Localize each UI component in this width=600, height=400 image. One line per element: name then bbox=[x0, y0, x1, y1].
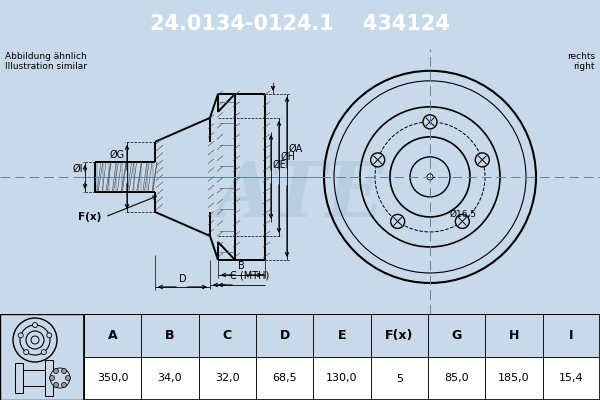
Circle shape bbox=[50, 368, 70, 388]
Circle shape bbox=[423, 115, 437, 129]
Circle shape bbox=[391, 214, 404, 228]
Circle shape bbox=[32, 322, 37, 328]
Text: 68,5: 68,5 bbox=[272, 374, 297, 384]
Text: H: H bbox=[509, 329, 519, 342]
Bar bbox=[84, 314, 142, 357]
Bar bbox=[84, 314, 600, 400]
Bar bbox=[199, 314, 256, 357]
Circle shape bbox=[455, 214, 469, 228]
Text: A: A bbox=[108, 329, 118, 342]
Text: F(x): F(x) bbox=[385, 329, 413, 342]
Bar bbox=[313, 314, 371, 357]
Text: ØH: ØH bbox=[281, 152, 296, 162]
Bar bbox=[0, 314, 84, 400]
Circle shape bbox=[62, 382, 67, 388]
Bar bbox=[371, 357, 428, 400]
Circle shape bbox=[65, 376, 71, 380]
Bar bbox=[23, 370, 45, 386]
Bar bbox=[542, 357, 600, 400]
Bar bbox=[256, 314, 313, 357]
Text: 85,0: 85,0 bbox=[445, 374, 469, 384]
Bar bbox=[199, 357, 256, 400]
Text: ØE: ØE bbox=[273, 160, 287, 170]
Bar bbox=[485, 314, 542, 357]
Circle shape bbox=[427, 174, 433, 180]
Text: 185,0: 185,0 bbox=[498, 374, 530, 384]
Bar bbox=[256, 357, 313, 400]
Text: ØA: ØA bbox=[289, 144, 303, 154]
Text: rechts
right: rechts right bbox=[567, 52, 595, 71]
Bar bbox=[428, 314, 485, 357]
Bar bbox=[84, 357, 142, 400]
Bar bbox=[15, 363, 23, 393]
Text: Abbildung ähnlich
Illustration similar: Abbildung ähnlich Illustration similar bbox=[5, 52, 87, 71]
Text: B: B bbox=[238, 261, 245, 271]
Text: D: D bbox=[179, 274, 187, 284]
Circle shape bbox=[41, 350, 46, 355]
Text: 130,0: 130,0 bbox=[326, 374, 358, 384]
Bar bbox=[45, 360, 53, 396]
Text: I: I bbox=[569, 329, 574, 342]
Text: D: D bbox=[280, 329, 290, 342]
Circle shape bbox=[53, 382, 59, 388]
Text: 34,0: 34,0 bbox=[158, 374, 182, 384]
Text: 24.0134-0124.1    434124: 24.0134-0124.1 434124 bbox=[150, 14, 450, 34]
Circle shape bbox=[62, 368, 67, 374]
Bar bbox=[371, 314, 428, 357]
Bar bbox=[542, 314, 600, 357]
Circle shape bbox=[53, 368, 59, 374]
Text: G: G bbox=[452, 329, 462, 342]
Text: ØI: ØI bbox=[73, 164, 83, 174]
Bar bbox=[485, 357, 542, 400]
Text: E: E bbox=[338, 329, 346, 342]
Circle shape bbox=[371, 153, 385, 167]
Text: F(x): F(x) bbox=[78, 212, 101, 222]
Circle shape bbox=[47, 333, 52, 338]
Circle shape bbox=[18, 333, 23, 338]
Circle shape bbox=[49, 376, 55, 380]
Bar bbox=[313, 357, 371, 400]
Text: C (MTH): C (MTH) bbox=[230, 271, 269, 281]
Text: ØG: ØG bbox=[110, 150, 125, 160]
Text: 15,4: 15,4 bbox=[559, 374, 584, 384]
Text: ATE: ATE bbox=[215, 159, 385, 233]
Bar bbox=[142, 314, 199, 357]
Bar bbox=[142, 357, 199, 400]
Text: B: B bbox=[165, 329, 175, 342]
Text: C: C bbox=[223, 329, 232, 342]
Text: 32,0: 32,0 bbox=[215, 374, 239, 384]
Bar bbox=[428, 357, 485, 400]
Text: 5: 5 bbox=[396, 374, 403, 384]
Circle shape bbox=[23, 350, 29, 355]
Text: 350,0: 350,0 bbox=[97, 374, 128, 384]
Text: Ø16,5: Ø16,5 bbox=[450, 210, 477, 220]
Circle shape bbox=[475, 153, 490, 167]
